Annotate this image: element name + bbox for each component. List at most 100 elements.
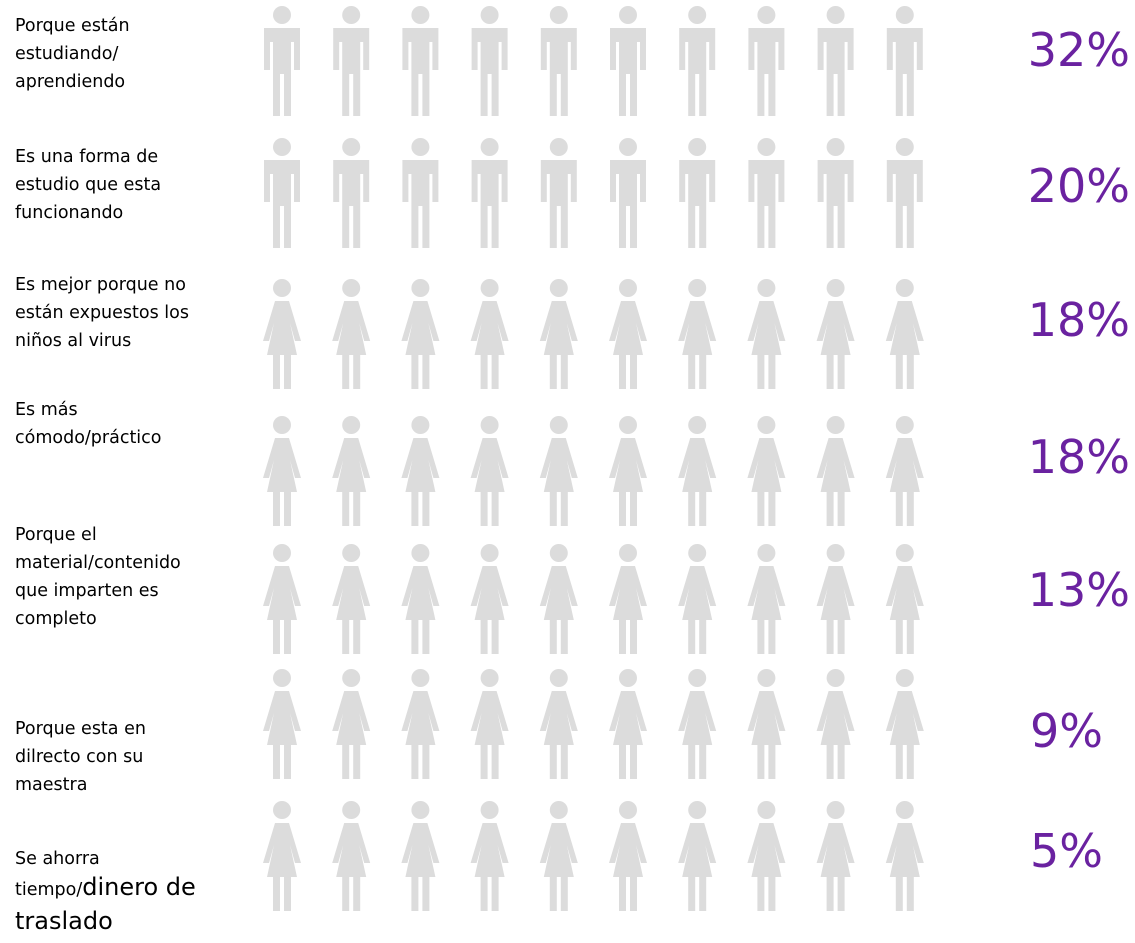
percent-label: 20%: [1027, 159, 1130, 213]
label-fragment: tiempo/: [15, 880, 83, 900]
woman-icon: [539, 544, 578, 654]
woman-icon: [470, 669, 509, 779]
category-label-line: Porque están: [15, 16, 130, 36]
category-label-line: material/contenido: [15, 553, 181, 573]
woman-icon: [885, 416, 924, 526]
woman-icon: [401, 544, 440, 654]
category-label-line: Es mejor porque no: [15, 275, 186, 295]
category-label-line: niños al virus: [15, 331, 132, 351]
woman-icon: [470, 544, 509, 654]
woman-icon: [263, 416, 301, 526]
percent-label: 13%: [1027, 563, 1130, 617]
pictograph-row: [263, 801, 924, 911]
category-label-line: que imparten es: [15, 581, 159, 601]
category-label: Porque el material/contenido que imparten …: [15, 521, 250, 633]
category-label-line: maestra: [15, 775, 88, 795]
man-icon: [264, 138, 300, 248]
woman-icon: [816, 669, 855, 779]
man-icon: [610, 6, 646, 116]
category-label-line: Se ahorra: [15, 849, 100, 869]
man-icon: [471, 6, 508, 116]
label-fragment: dinero de: [82, 873, 196, 901]
woman-icon: [401, 801, 440, 911]
woman-icon: [332, 279, 371, 389]
woman-icon: [539, 416, 578, 526]
category-label: Porque esta en dilrecto con su maestra: [15, 715, 250, 799]
category-label-line: completo: [15, 609, 97, 629]
man-icon: [748, 138, 785, 248]
man-icon: [817, 6, 854, 116]
woman-icon: [747, 669, 786, 779]
category-label-line: Porque esta en: [15, 719, 146, 739]
man-icon: [264, 6, 300, 116]
percent-label: 18%: [1027, 430, 1130, 484]
category-label: Es más cómodo/práctico: [15, 396, 250, 452]
woman-icon: [678, 544, 717, 654]
category-label-line: Es más: [15, 400, 78, 420]
woman-icon: [678, 279, 717, 389]
category-label-line: Es una forma de: [15, 147, 159, 167]
woman-icon: [609, 279, 647, 389]
man-icon: [817, 138, 854, 248]
category-label-line: están expuestos los: [15, 303, 189, 323]
woman-icon: [885, 669, 924, 779]
woman-icon: [332, 801, 371, 911]
pictograph-row: [263, 669, 924, 779]
category-label-line: estudio que esta: [15, 175, 162, 195]
woman-icon: [816, 416, 855, 526]
woman-icon: [401, 669, 440, 779]
man-icon: [540, 6, 577, 116]
woman-icon: [747, 416, 786, 526]
pictograph-row: [264, 6, 923, 116]
woman-icon: [263, 544, 301, 654]
man-icon: [886, 138, 923, 248]
woman-icon: [263, 279, 301, 389]
percent-label: 9%: [1030, 704, 1103, 758]
man-icon: [886, 6, 923, 116]
category-label: Es mejor porque no están expuestos los niñ…: [15, 271, 250, 355]
woman-icon: [401, 279, 440, 389]
woman-icon: [470, 416, 509, 526]
woman-icon: [539, 669, 578, 779]
man-icon: [333, 6, 370, 116]
woman-icon: [747, 544, 786, 654]
man-icon: [471, 138, 508, 248]
pictograph-row: [263, 544, 924, 654]
woman-icon: [470, 279, 509, 389]
man-icon: [679, 138, 716, 248]
category-label: Porque están estudiando/aprendiendo: [15, 12, 250, 96]
category-label-line: cómodo/práctico: [15, 428, 162, 448]
woman-icon: [539, 279, 578, 389]
woman-icon: [816, 544, 855, 654]
man-icon: [748, 6, 785, 116]
category-label-line: tiempo/dinero de: [15, 873, 250, 904]
category-label-line: Porque el: [15, 525, 97, 545]
woman-icon: [609, 801, 647, 911]
woman-icon: [263, 669, 301, 779]
percent-label: 18%: [1027, 293, 1130, 347]
man-icon: [333, 138, 370, 248]
pictograph-row: [264, 138, 923, 248]
man-icon: [540, 138, 577, 248]
category-label: Se ahorra tiempo/dinero de traslado: [15, 845, 250, 938]
woman-icon: [816, 279, 855, 389]
woman-icon: [609, 416, 647, 526]
category-label-line: aprendiendo: [15, 72, 126, 92]
woman-icon: [539, 801, 578, 911]
woman-icon: [401, 416, 440, 526]
woman-icon: [885, 544, 924, 654]
man-icon: [610, 138, 646, 248]
woman-icon: [470, 801, 509, 911]
woman-icon: [816, 801, 855, 911]
man-icon: [402, 6, 439, 116]
woman-icon: [332, 416, 371, 526]
woman-icon: [609, 544, 647, 654]
category-label-line: traslado: [15, 907, 113, 935]
percent-label: 32%: [1027, 23, 1130, 77]
woman-icon: [678, 416, 717, 526]
woman-icon: [609, 669, 647, 779]
percent-label: 5%: [1030, 824, 1103, 878]
pictograph-row: [263, 416, 924, 526]
category-label-line: funcionando: [15, 203, 124, 223]
